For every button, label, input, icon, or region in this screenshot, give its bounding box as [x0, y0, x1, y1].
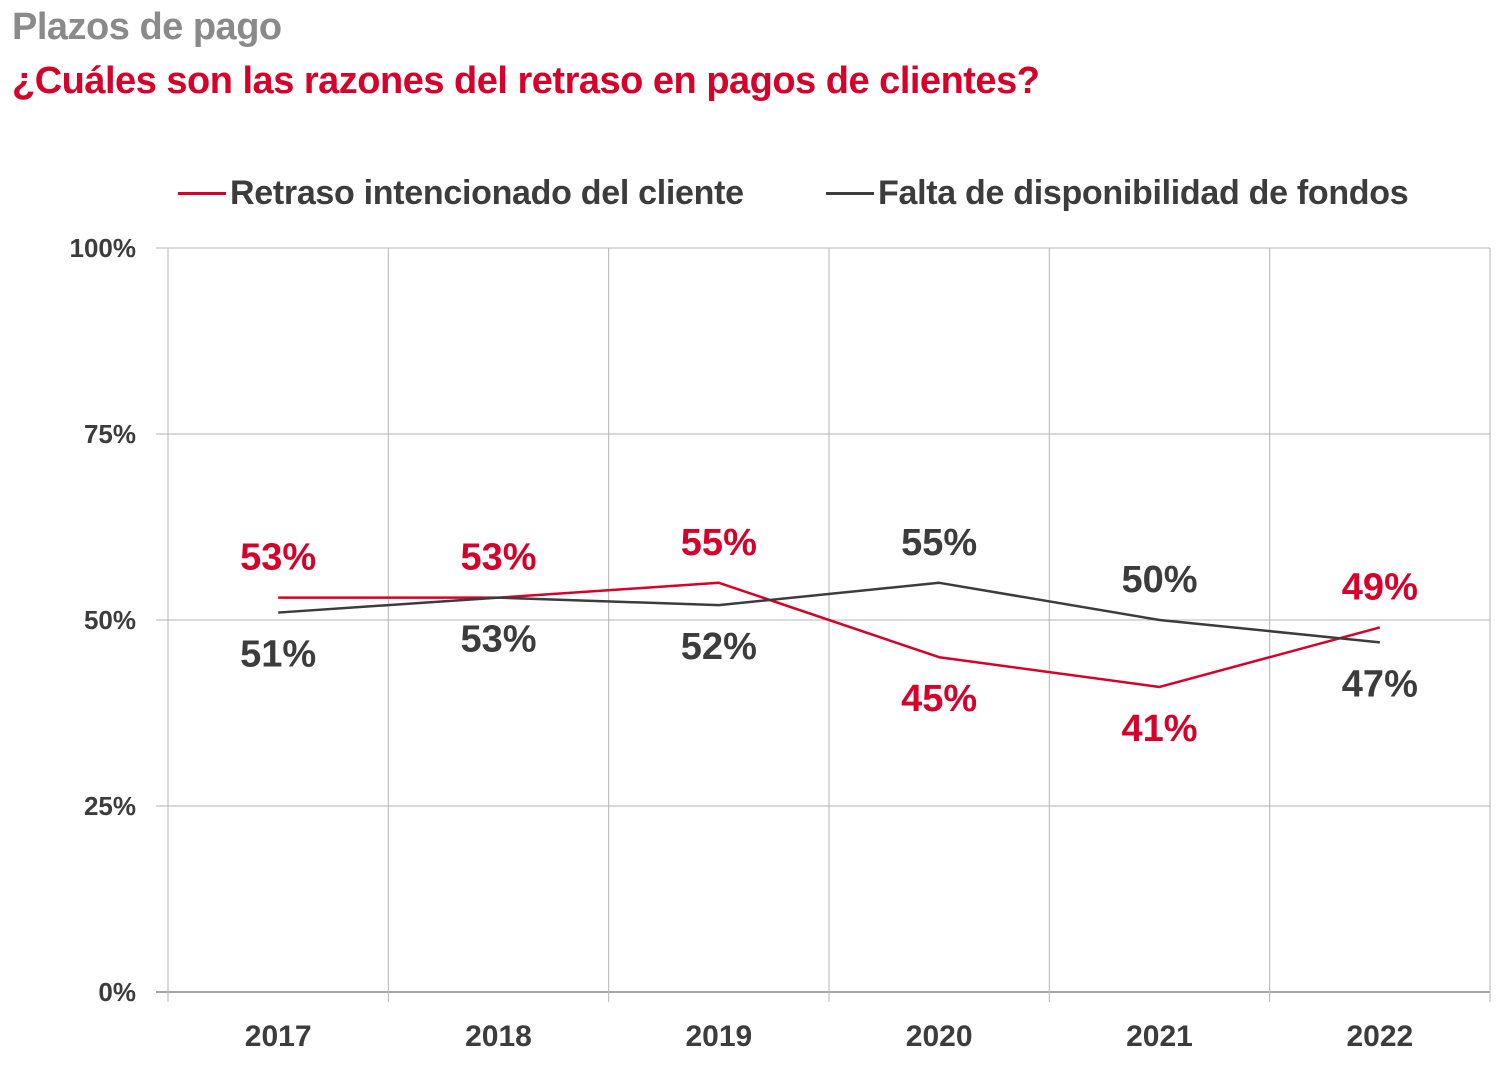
legend-item-fondos: Falta de disponibilidad de fondos: [826, 168, 1409, 218]
chart-kicker: Plazos de pago: [12, 6, 282, 48]
x-tick-label: 2022: [1346, 1020, 1413, 1053]
x-tick-label: 2017: [245, 1020, 312, 1053]
data-label: 55%: [681, 522, 757, 564]
x-tick-label: 2021: [1126, 1020, 1193, 1053]
legend-swatch-fondos: [826, 191, 874, 195]
x-tick-label: 2018: [465, 1020, 532, 1053]
data-label: 53%: [460, 537, 536, 579]
legend-swatch-retraso: [178, 191, 226, 195]
data-label: 47%: [1342, 663, 1418, 705]
data-label: 52%: [681, 626, 757, 668]
legend-label-retraso: Retraso intencionado del cliente: [230, 173, 744, 212]
y-tick-label: 25%: [84, 791, 136, 821]
y-tick-label: 0%: [98, 977, 136, 1007]
y-tick-label: 50%: [84, 605, 136, 635]
legend-item-retraso: Retraso intencionado del cliente: [178, 168, 744, 218]
series-line-1: [278, 581, 1381, 689]
x-tick-label: 2020: [906, 1020, 973, 1053]
data-label: 53%: [460, 619, 536, 661]
data-label: 51%: [240, 634, 316, 676]
data-label: 53%: [240, 537, 316, 579]
data-label: 49%: [1342, 566, 1418, 608]
legend-label-fondos: Falta de disponibilidad de fondos: [878, 173, 1409, 212]
data-label: 41%: [1121, 708, 1197, 750]
data-label: 45%: [901, 678, 977, 720]
data-label: 50%: [1121, 559, 1197, 601]
y-tick-label: 75%: [84, 419, 136, 449]
x-tick-label: 2019: [685, 1020, 752, 1053]
series-line-2: [278, 581, 1380, 644]
data-label: 55%: [901, 522, 977, 564]
chart-title: ¿Cuáles son las razones del retraso en p…: [12, 60, 1040, 102]
y-tick-label: 100%: [70, 233, 137, 263]
